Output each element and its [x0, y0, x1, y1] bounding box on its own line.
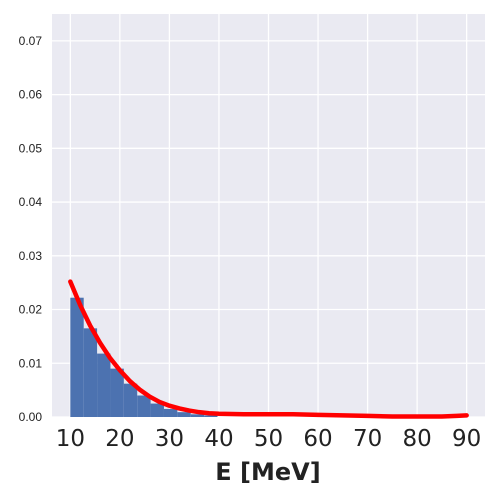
x-tick-label: 50 [254, 426, 283, 452]
y-tick-label: 0.07 [19, 34, 43, 48]
histogram-bar [163, 408, 178, 417]
histogram-bar [70, 297, 84, 417]
x-tick-label: 20 [105, 426, 134, 452]
y-tick-label: 0.01 [19, 356, 43, 370]
histogram-bar [123, 383, 138, 417]
y-tick-labels: 0.00 0.01 0.02 0.03 0.04 0.05 0.06 0.07 [19, 34, 43, 424]
x-tick-label: 60 [303, 426, 332, 452]
x-tick-labels: 10 20 30 40 50 60 70 80 90 [56, 426, 482, 452]
y-tick-label: 0.05 [19, 141, 43, 155]
x-tick-label: 80 [402, 426, 431, 452]
x-axis-label: E [MeV] [215, 458, 320, 486]
histogram-bar [204, 415, 218, 417]
y-tick-label: 0.02 [19, 303, 43, 317]
histogram-bar [137, 395, 151, 417]
histogram-bar [190, 414, 205, 417]
histogram-bar [97, 353, 111, 417]
x-tick-label: 90 [452, 426, 481, 452]
x-tick-label: 10 [56, 426, 85, 452]
y-tick-label: 0.06 [19, 88, 43, 102]
histogram-bar [177, 412, 191, 417]
y-tick-label: 0.00 [19, 410, 43, 424]
histogram-bar [110, 368, 124, 417]
histogram-bar [83, 328, 98, 417]
histogram-bars [70, 297, 218, 417]
fit-curve [68, 279, 469, 419]
x-tick-label: 70 [353, 426, 382, 452]
x-tick-label: 30 [155, 426, 184, 452]
y-tick-label: 0.03 [19, 249, 43, 263]
histogram-bar [150, 403, 164, 417]
y-tick-label: 0.04 [19, 195, 43, 209]
x-tick-label: 40 [204, 426, 233, 452]
